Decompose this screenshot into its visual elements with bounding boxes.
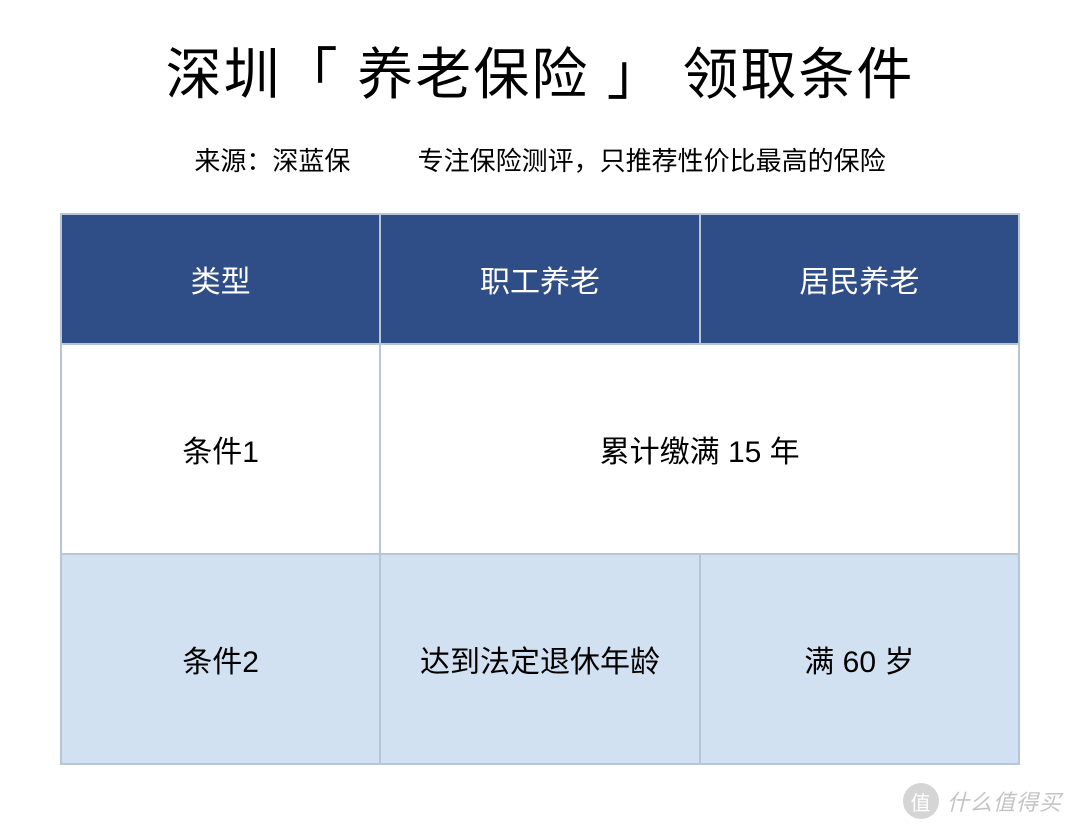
subtitle-desc: 专注保险测评，只推荐性价比最高的保险 (418, 141, 886, 178)
cell-condition1-merged: 累计缴满 15 年 (380, 344, 1019, 554)
cell-condition1-label: 条件1 (61, 344, 380, 554)
table-header-employee: 职工养老 (380, 214, 699, 344)
watermark-text: 什么值得买 (947, 785, 1062, 817)
table-row: 条件1 累计缴满 15 年 (61, 344, 1019, 554)
watermark: 值 什么值得买 (903, 783, 1062, 819)
page-title: 深圳「 养老保险 」 领取条件 (40, 30, 1040, 111)
watermark-badge-icon: 值 (903, 783, 939, 819)
subtitle-row: 来源：深蓝保 专注保险测评，只推荐性价比最高的保险 (40, 141, 1040, 178)
table-row: 条件2 达到法定退休年龄 满 60 岁 (61, 554, 1019, 764)
pension-table: 类型 职工养老 居民养老 条件1 累计缴满 15 年 条件2 达到法定退休年龄 … (60, 213, 1020, 765)
subtitle-source: 来源：深蓝保 (194, 141, 350, 178)
cell-condition2-employee: 达到法定退休年龄 (380, 554, 699, 764)
table-header-row: 类型 职工养老 居民养老 (61, 214, 1019, 344)
pension-table-wrap: 类型 职工养老 居民养老 条件1 累计缴满 15 年 条件2 达到法定退休年龄 … (40, 213, 1040, 765)
cell-condition2-label: 条件2 (61, 554, 380, 764)
cell-condition2-resident: 满 60 岁 (700, 554, 1019, 764)
table-header-resident: 居民养老 (700, 214, 1019, 344)
table-header-type: 类型 (61, 214, 380, 344)
